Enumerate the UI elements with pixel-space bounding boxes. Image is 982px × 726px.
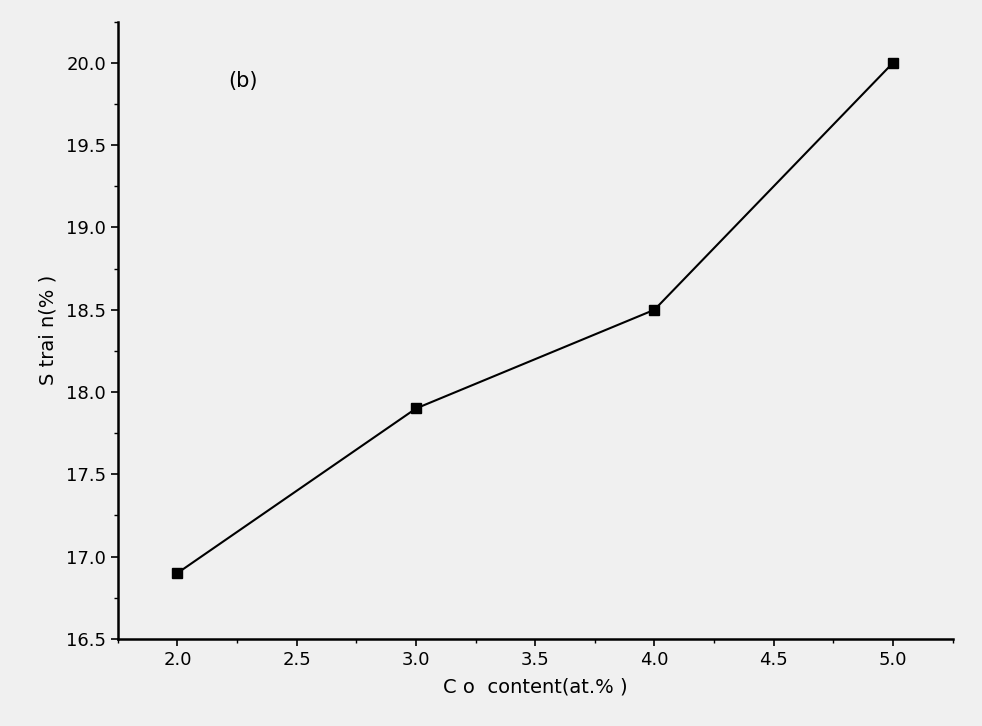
Y-axis label: S trai n(% ): S trai n(% ): [38, 275, 58, 386]
X-axis label: C o  content(at.% ): C o content(at.% ): [443, 677, 627, 696]
Text: (b): (b): [228, 71, 258, 91]
